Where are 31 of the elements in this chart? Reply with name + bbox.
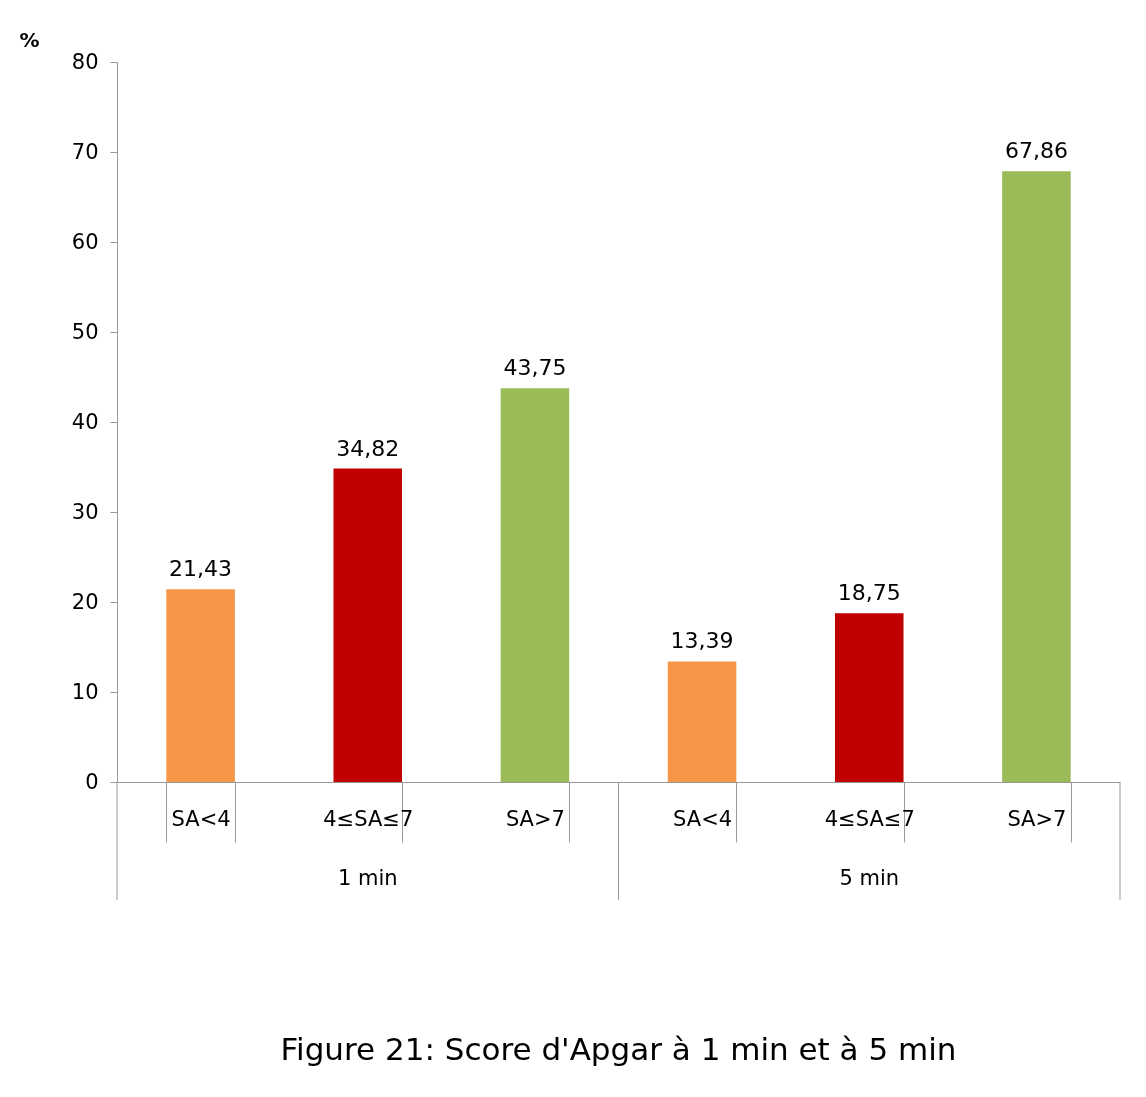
- y-tick-label: 40: [71, 409, 99, 434]
- y-tick-label: 10: [71, 679, 99, 704]
- y-tick-label: 60: [71, 229, 99, 254]
- data-label: 18,75: [837, 580, 901, 606]
- y-axis-title: %: [19, 27, 40, 52]
- x-tick-label: SA>7: [505, 806, 565, 831]
- x-tick-label: SA<4: [171, 806, 231, 831]
- bar: [1002, 171, 1071, 782]
- bar: [333, 468, 403, 782]
- data-label: 43,75: [503, 355, 567, 381]
- data-label: 21,43: [169, 556, 233, 582]
- y-tick-label: 50: [71, 319, 99, 344]
- bar: [667, 661, 737, 782]
- data-label: 67,86: [1004, 138, 1068, 164]
- text: Figure 21: Score d'Apgar à 1 min et à 5 min: [280, 1030, 957, 1067]
- x-tick-label: 4≤SA≤7: [824, 806, 915, 831]
- y-tick-label: 70: [71, 139, 99, 164]
- text: 5 min: [839, 866, 900, 890]
- data-label: 13,39: [670, 628, 734, 654]
- data-label: 34,82: [336, 435, 400, 461]
- text: 1 min: [337, 866, 398, 890]
- y-tick-label: 80: [71, 49, 99, 74]
- bar: [166, 589, 235, 782]
- y-tick-label: 30: [71, 499, 99, 524]
- y-tick-label: 20: [71, 589, 99, 614]
- x-tick-label: SA<4: [673, 806, 733, 831]
- x-tick-label: SA>7: [1007, 806, 1067, 831]
- bar: [500, 388, 570, 782]
- bar: [834, 613, 904, 782]
- y-tick-label: 0: [85, 769, 99, 794]
- x-tick-label: 4≤SA≤7: [323, 806, 414, 831]
